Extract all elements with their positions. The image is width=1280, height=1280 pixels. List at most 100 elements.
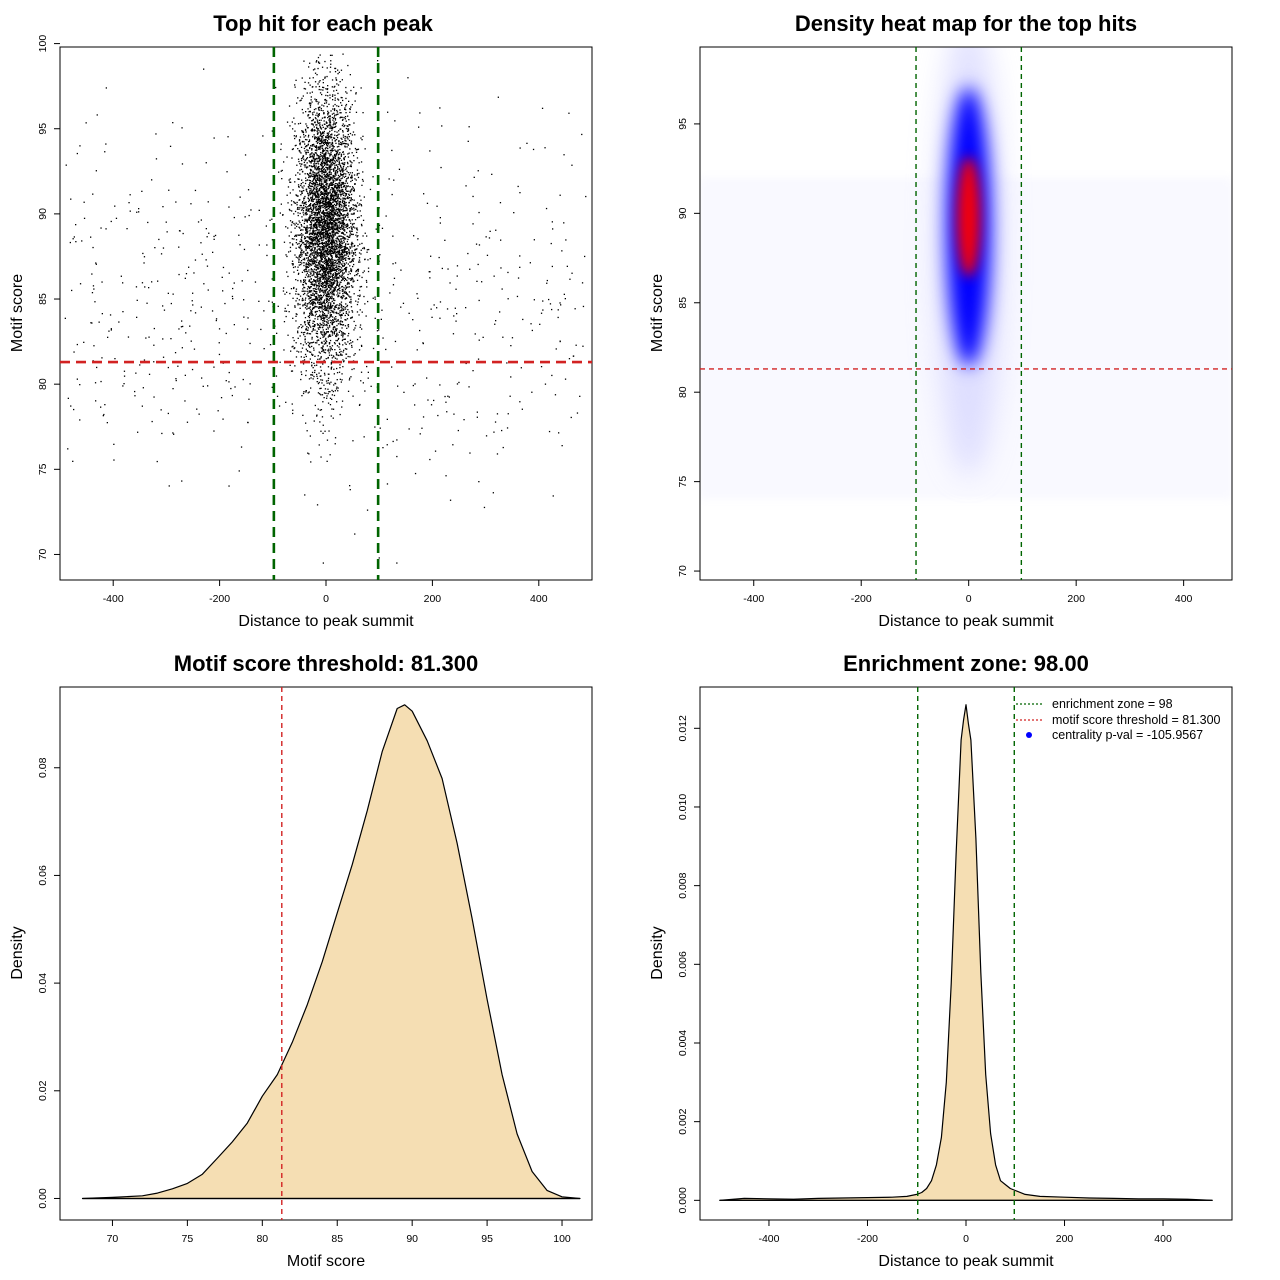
scatter-point <box>334 225 336 227</box>
scatter-point <box>337 188 339 190</box>
scatter-point <box>304 135 307 137</box>
scatter-point <box>311 219 313 221</box>
scatter-point <box>352 255 354 257</box>
scatter-point <box>313 257 315 259</box>
scatter-point <box>327 136 329 138</box>
scatter-point <box>301 240 303 242</box>
scatter-point <box>329 177 331 179</box>
scatter-point <box>314 369 316 372</box>
scatter-point <box>311 145 313 147</box>
scatter-point <box>320 138 322 140</box>
scatter-point <box>331 142 334 145</box>
scatter-point <box>319 214 321 216</box>
scatter-point <box>318 277 320 279</box>
scatter-point <box>321 274 323 276</box>
scatter-point <box>323 164 326 167</box>
scatter-point <box>317 205 320 207</box>
scatter-point <box>343 360 345 362</box>
scatter-point <box>361 139 363 141</box>
scatter-point <box>335 247 337 249</box>
scatter-point <box>334 164 336 166</box>
scatter-point <box>339 212 341 215</box>
scatter-point <box>303 185 305 187</box>
scatter-point <box>316 316 319 318</box>
scatter-point <box>336 137 339 139</box>
scatter-point <box>318 221 321 223</box>
scatter-point <box>320 187 322 189</box>
scatter-point <box>305 123 307 125</box>
scatter-point <box>336 254 338 257</box>
scatter-point <box>349 247 352 249</box>
scatter-point <box>320 299 322 301</box>
scatter-point <box>325 176 327 178</box>
scatter-point <box>311 214 313 217</box>
scatter-point <box>311 269 314 271</box>
scatter-point <box>328 226 330 228</box>
scatter-point <box>346 283 348 285</box>
scatter-point <box>310 129 312 132</box>
scatter-point <box>314 252 316 254</box>
scatter-point <box>326 174 329 176</box>
scatter-point <box>304 243 306 245</box>
scatter-point <box>308 174 310 176</box>
scatter-point <box>300 191 303 193</box>
scatter-point <box>319 210 322 212</box>
scatter-point <box>311 185 314 188</box>
scatter-point <box>311 101 313 103</box>
scatter-point <box>353 155 355 157</box>
scatter-point <box>322 270 324 272</box>
scatter-point <box>342 333 344 336</box>
scatter-point <box>337 221 339 223</box>
scatter-point <box>324 206 326 208</box>
scatter-point <box>321 163 324 165</box>
scatter-point <box>275 86 277 89</box>
scatter-point <box>329 339 332 342</box>
scatter-point <box>313 285 315 287</box>
scatter-point <box>350 89 352 92</box>
scatter-point <box>302 363 305 365</box>
scatter-point <box>343 239 345 241</box>
scatter-point <box>336 280 338 282</box>
scatter-point <box>320 242 322 245</box>
scatter-point <box>312 208 315 210</box>
scatter-point <box>333 146 335 148</box>
scatter-point <box>360 137 362 139</box>
scatter-point <box>290 231 292 233</box>
scatter-point <box>313 186 315 188</box>
scatter-point <box>311 149 313 151</box>
scatter-point <box>298 246 300 248</box>
scatter-point <box>302 130 304 132</box>
scatter-point <box>319 182 321 184</box>
scatter-point <box>329 115 331 117</box>
scatter-point <box>305 249 307 251</box>
scatter-point <box>330 254 332 256</box>
scatter-point <box>340 173 342 175</box>
scatter-point <box>329 54 332 56</box>
scatter-point <box>315 224 317 226</box>
scatter-point <box>334 234 337 236</box>
scatter-point <box>310 188 312 190</box>
scatter-point <box>321 117 324 119</box>
scatter-point <box>332 208 334 210</box>
scatter-point <box>336 340 339 342</box>
scatter-point <box>321 261 324 263</box>
scatter-point <box>321 186 323 188</box>
scatter-point <box>332 162 334 164</box>
scatter-point <box>329 319 331 321</box>
scatter-point <box>328 216 331 218</box>
scatter-point <box>327 134 329 136</box>
scatter-point <box>328 264 330 266</box>
scatter-point <box>324 324 326 326</box>
scatter-point <box>325 191 327 193</box>
scatter-point <box>359 243 361 245</box>
scatter-point <box>336 203 338 205</box>
scatter-point <box>305 203 307 206</box>
scatter-point <box>331 311 333 313</box>
scatter-point <box>306 241 308 244</box>
scatter-point <box>321 218 324 220</box>
scatter-point <box>328 232 330 234</box>
scatter-point <box>310 387 312 389</box>
scatter-point <box>299 295 302 297</box>
scatter-point <box>332 273 335 275</box>
scatter-point <box>329 66 332 68</box>
